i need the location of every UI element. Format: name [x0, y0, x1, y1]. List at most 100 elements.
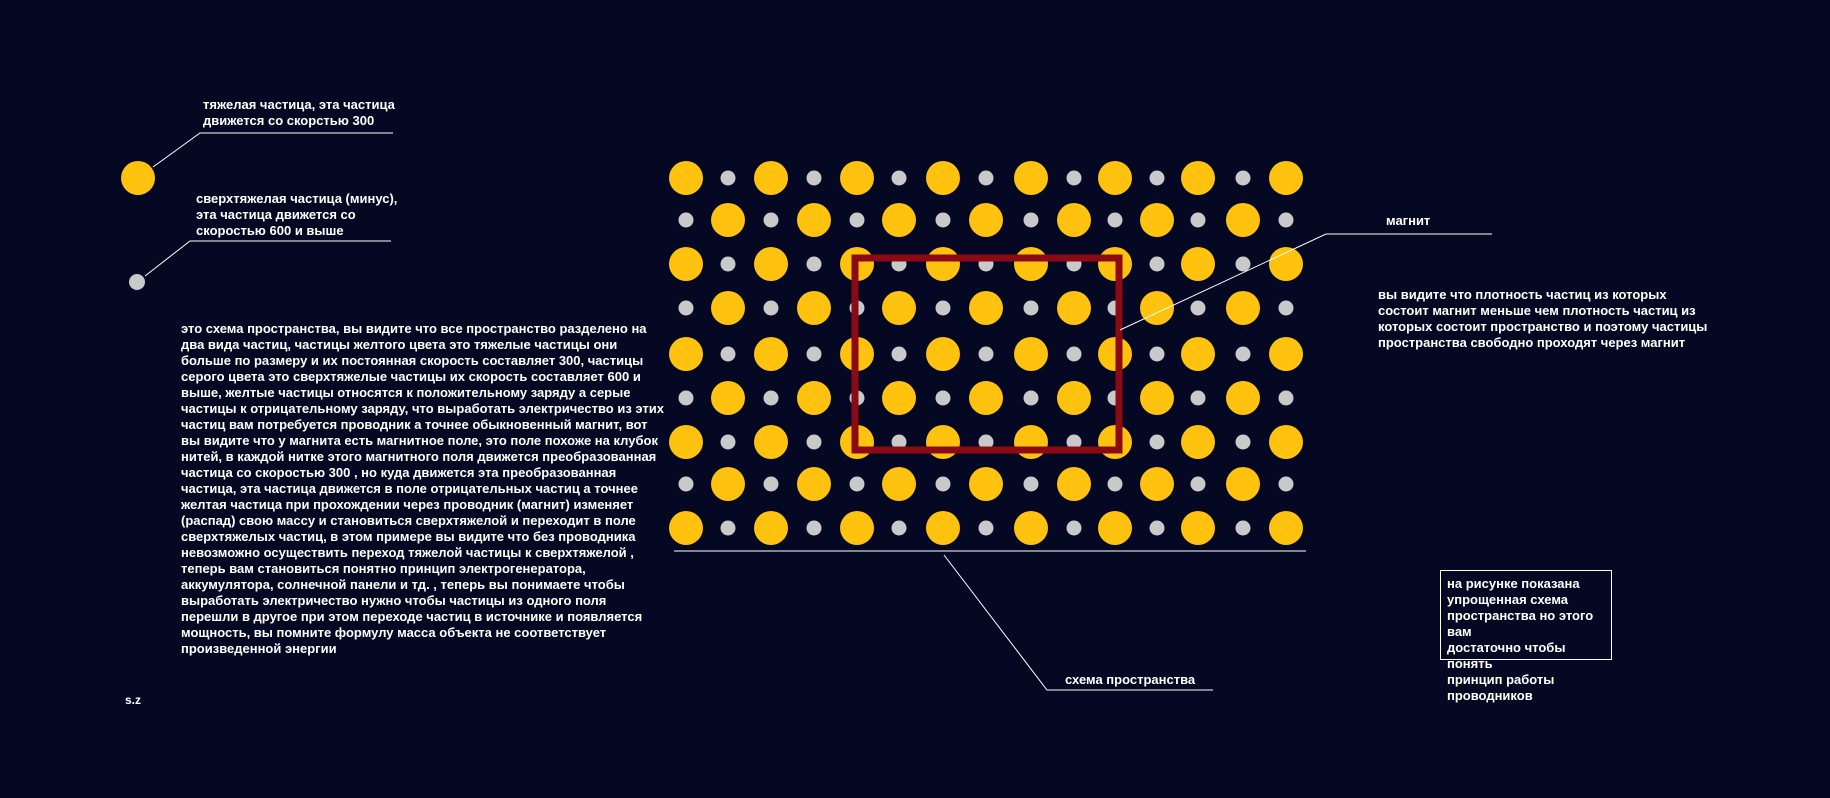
superheavy-particle — [763, 300, 779, 316]
heavy-particle — [1098, 247, 1132, 281]
superheavy-particle — [806, 434, 822, 450]
heavy-particle — [1140, 203, 1174, 237]
superheavy-particle — [891, 520, 907, 536]
heavy-particle — [969, 467, 1003, 501]
superheavy-particle — [1190, 390, 1206, 406]
superheavy-particle — [1235, 434, 1251, 450]
superheavy-particle — [1066, 170, 1082, 186]
superheavy-particle — [1107, 212, 1123, 228]
heavy-particle — [969, 381, 1003, 415]
superheavy-particle-label: сверхтяжелая частица (минус), эта частиц… — [196, 191, 398, 238]
heavy-particle — [1181, 511, 1215, 545]
superheavy-particle — [1235, 346, 1251, 362]
superheavy-particle — [678, 390, 694, 406]
heavy-particle — [1098, 425, 1132, 459]
heavy-particle — [1098, 337, 1132, 371]
superheavy-particle — [1190, 212, 1206, 228]
heavy-particle — [797, 381, 831, 415]
heavy-particle — [1014, 247, 1048, 281]
heavy-particle — [882, 467, 916, 501]
superheavy-particle — [1278, 390, 1294, 406]
heavy-particle — [1140, 291, 1174, 325]
superheavy-particle — [1149, 256, 1165, 272]
heavy-particle — [754, 337, 788, 371]
heavy-particle — [1098, 161, 1132, 195]
superheavy-particle — [678, 212, 694, 228]
superheavy-particle — [1235, 520, 1251, 536]
heavy-particle — [882, 291, 916, 325]
heavy-particle — [669, 161, 703, 195]
superheavy-particle — [1149, 520, 1165, 536]
magnet-label: магнит — [1386, 213, 1431, 228]
superheavy-particle — [763, 390, 779, 406]
superheavy-particle — [1149, 170, 1165, 186]
caption-box: на рисунке показана упрощенная схема про… — [1440, 570, 1612, 703]
superheavy-particle — [849, 212, 865, 228]
heavy-particle — [669, 247, 703, 281]
heavy-particle — [1014, 511, 1048, 545]
superheavy-particle — [849, 476, 865, 492]
legend-superheavy-particle — [129, 274, 145, 290]
superheavy-particle — [806, 346, 822, 362]
superheavy-particle — [1107, 476, 1123, 492]
heavy-particle — [1181, 337, 1215, 371]
superheavy-particle — [763, 476, 779, 492]
heavy-particle — [1226, 467, 1260, 501]
superheavy-particle — [720, 170, 736, 186]
magnet-description: вы видите что плотность частиц из которы… — [1378, 287, 1708, 350]
heavy-particle — [669, 511, 703, 545]
heavy-particle — [926, 511, 960, 545]
superheavy-particle — [1023, 476, 1039, 492]
heavy-particle — [754, 161, 788, 195]
superheavy-particle — [1023, 300, 1039, 316]
heavy-particle — [969, 291, 1003, 325]
particle-grid — [669, 161, 1303, 545]
heavy-particle — [926, 425, 960, 459]
superheavy-particle — [720, 434, 736, 450]
superheavy-particle — [806, 520, 822, 536]
main-explanation-text: это схема пространства, вы видите что вс… — [181, 321, 664, 656]
heavy-particle — [1140, 381, 1174, 415]
leader-scheme — [943, 554, 1213, 691]
leader-magnet — [1119, 233, 1492, 331]
superheavy-particle — [1278, 300, 1294, 316]
heavy-particle — [1098, 511, 1132, 545]
heavy-particle — [1057, 203, 1091, 237]
heavy-particle — [797, 467, 831, 501]
superheavy-particle — [935, 476, 951, 492]
leader-heavy — [152, 132, 393, 168]
heavy-particle — [1057, 291, 1091, 325]
leader-superheavy — [144, 240, 391, 277]
heavy-particle — [711, 381, 745, 415]
superheavy-particle — [935, 390, 951, 406]
heavy-particle — [1014, 337, 1048, 371]
superheavy-particle — [720, 256, 736, 272]
heavy-particle — [1014, 425, 1048, 459]
heavy-particle-label: тяжелая частица, эта частица движется со… — [203, 97, 395, 128]
superheavy-particle — [1066, 434, 1082, 450]
superheavy-particle — [1066, 346, 1082, 362]
magnet-frame — [851, 254, 1123, 454]
heavy-particle — [669, 425, 703, 459]
superheavy-particle — [978, 346, 994, 362]
superheavy-particle — [1235, 170, 1251, 186]
legend-heavy-particle — [121, 161, 155, 195]
heavy-particle — [669, 337, 703, 371]
superheavy-particle — [1190, 476, 1206, 492]
annotation-lines — [144, 132, 1492, 691]
superheavy-particle — [806, 256, 822, 272]
scheme-label: схема пространства — [1065, 672, 1196, 687]
heavy-particle — [754, 425, 788, 459]
heavy-particle — [926, 247, 960, 281]
heavy-particle — [797, 203, 831, 237]
heavy-particle — [711, 203, 745, 237]
superheavy-particle — [763, 212, 779, 228]
heavy-particle — [1140, 467, 1174, 501]
heavy-particle — [1269, 247, 1303, 281]
superheavy-particle — [1190, 300, 1206, 316]
heavy-particle — [882, 203, 916, 237]
superheavy-particle — [935, 212, 951, 228]
superheavy-particle — [978, 434, 994, 450]
superheavy-particle — [678, 300, 694, 316]
